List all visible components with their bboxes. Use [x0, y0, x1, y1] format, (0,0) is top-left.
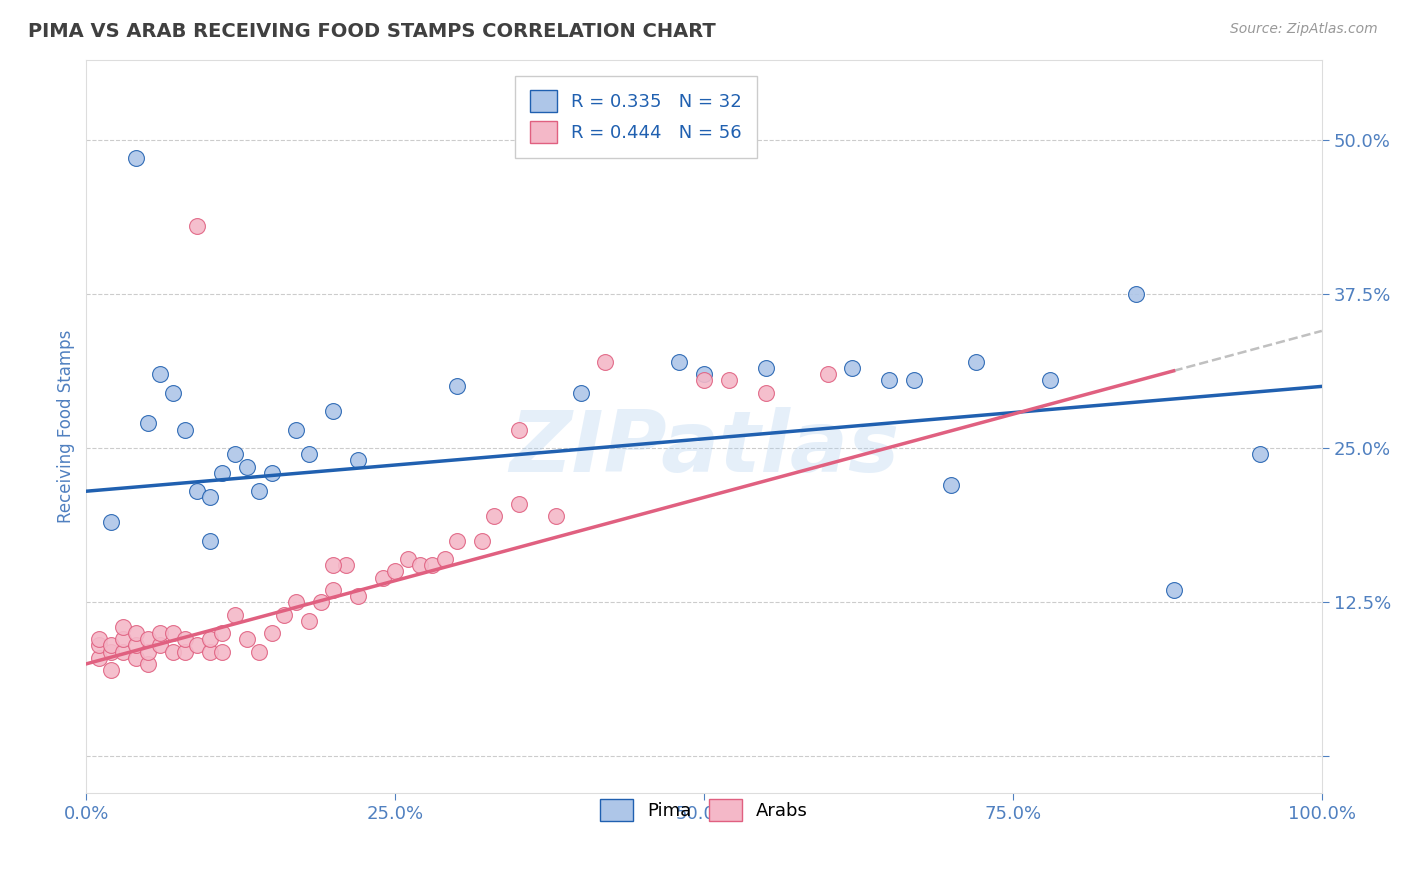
Point [965, 355, 987, 369]
Point [841, 360, 863, 375]
Point [149, 626, 172, 640]
Point [186, 484, 208, 499]
Point [260, 466, 283, 480]
Text: PIMA VS ARAB RECEIVING FOOD STAMPS CORRELATION CHART: PIMA VS ARAB RECEIVING FOOD STAMPS CORRE… [28, 22, 716, 41]
Point [247, 644, 270, 658]
Point [508, 497, 530, 511]
Point [224, 607, 246, 622]
Point [125, 151, 148, 165]
Point [100, 515, 122, 529]
Point [1125, 286, 1147, 301]
Point [668, 355, 690, 369]
Point [260, 626, 283, 640]
Point [186, 639, 208, 653]
Point [409, 558, 432, 573]
Point [446, 379, 468, 393]
Point [309, 595, 332, 609]
Point [371, 570, 394, 584]
Point [174, 423, 197, 437]
Point [198, 644, 221, 658]
Legend: Pima, Arabs: Pima, Arabs [585, 785, 823, 836]
Point [236, 459, 259, 474]
Point [1163, 582, 1185, 597]
Point [482, 508, 505, 523]
Point [755, 385, 778, 400]
Point [236, 632, 259, 647]
Point [112, 620, 135, 634]
Point [125, 639, 148, 653]
Point [136, 644, 159, 658]
Point [335, 558, 357, 573]
Point [100, 663, 122, 677]
Point [717, 373, 740, 387]
Point [149, 639, 172, 653]
Point [396, 552, 419, 566]
Point [471, 533, 494, 548]
Point [1249, 447, 1271, 461]
Point [903, 373, 925, 387]
Point [508, 423, 530, 437]
Point [186, 219, 208, 233]
Point [941, 478, 963, 492]
Point [162, 385, 184, 400]
Point [211, 466, 233, 480]
Point [162, 626, 184, 640]
Point [879, 373, 901, 387]
Point [224, 447, 246, 461]
Point [384, 565, 406, 579]
Point [322, 404, 344, 418]
Point [298, 614, 321, 628]
Text: ZIPatlas: ZIPatlas [509, 407, 900, 490]
Point [174, 632, 197, 647]
Point [544, 508, 567, 523]
Point [198, 632, 221, 647]
Point [211, 626, 233, 640]
Point [174, 644, 197, 658]
Point [755, 360, 778, 375]
Point [136, 632, 159, 647]
Point [593, 355, 616, 369]
Point [100, 639, 122, 653]
Point [446, 533, 468, 548]
Point [298, 447, 321, 461]
Point [347, 453, 370, 467]
Point [285, 423, 308, 437]
Point [420, 558, 443, 573]
Point [1039, 373, 1062, 387]
Point [162, 644, 184, 658]
Point [273, 607, 295, 622]
Point [149, 367, 172, 381]
Point [433, 552, 456, 566]
Point [87, 639, 110, 653]
Point [693, 373, 716, 387]
Y-axis label: Receiving Food Stamps: Receiving Food Stamps [58, 330, 75, 524]
Point [211, 644, 233, 658]
Point [136, 417, 159, 431]
Point [198, 491, 221, 505]
Point [87, 632, 110, 647]
Point [322, 558, 344, 573]
Point [247, 484, 270, 499]
Point [112, 644, 135, 658]
Point [198, 533, 221, 548]
Point [125, 626, 148, 640]
Point [693, 367, 716, 381]
Text: Source: ZipAtlas.com: Source: ZipAtlas.com [1230, 22, 1378, 37]
Point [100, 644, 122, 658]
Point [322, 582, 344, 597]
Point [136, 657, 159, 671]
Point [285, 595, 308, 609]
Point [817, 367, 839, 381]
Point [87, 650, 110, 665]
Point [125, 650, 148, 665]
Point [112, 632, 135, 647]
Point [347, 589, 370, 603]
Point [569, 385, 592, 400]
